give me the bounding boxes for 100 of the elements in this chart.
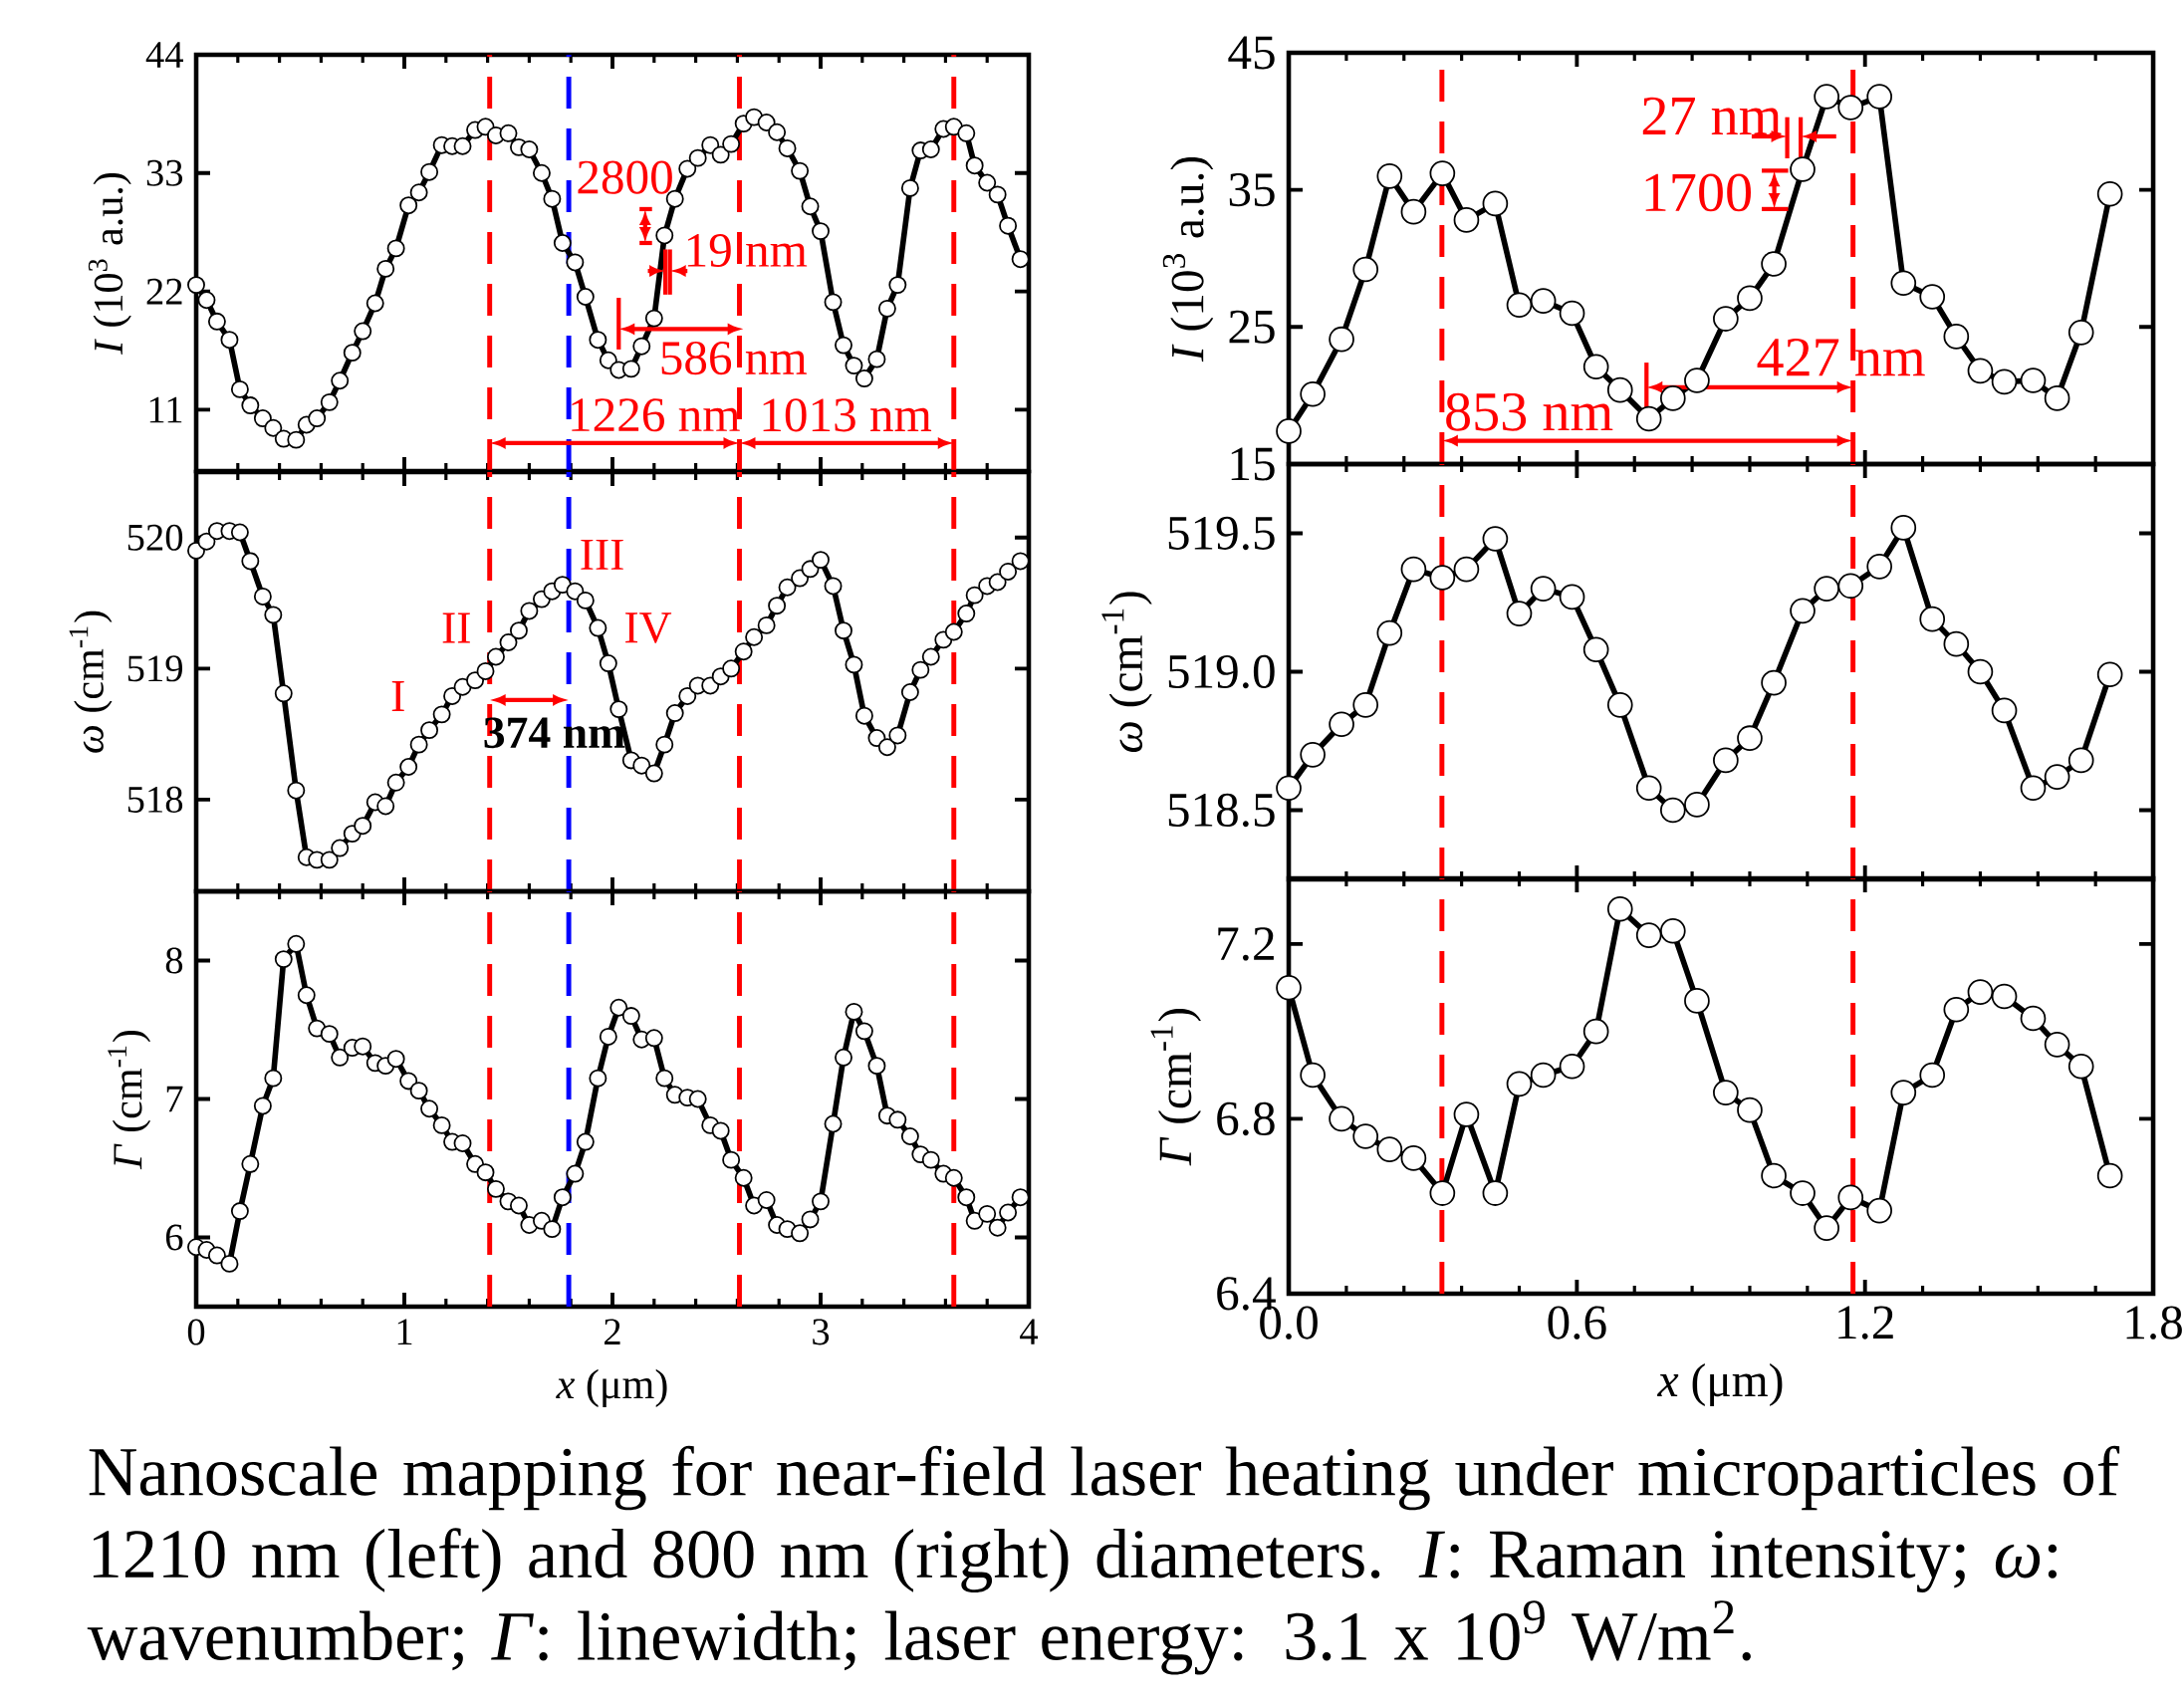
point (1713, 747, 1739, 774)
y-tick-label: 519.0 (1168, 654, 1275, 689)
point (1659, 797, 1686, 824)
point (1606, 376, 1633, 403)
y-tick-label: 520 (127, 524, 183, 551)
point (1991, 697, 2018, 724)
annotation: 1700 (1645, 173, 1752, 212)
point (1453, 1101, 1480, 1127)
point (1790, 598, 1816, 624)
y-tick-label: 25 (1229, 310, 1275, 344)
point (1400, 198, 1427, 225)
point (1943, 630, 1970, 657)
point (1761, 669, 1787, 696)
annotation: III (581, 539, 623, 570)
point (1352, 1123, 1379, 1149)
point (1606, 895, 1633, 922)
point (1352, 692, 1379, 718)
point (1737, 725, 1763, 752)
point (2044, 1031, 2070, 1058)
annotation: 27 nm (1642, 97, 1782, 134)
point (1482, 526, 1509, 552)
point (2096, 661, 2123, 688)
point (1919, 284, 1946, 310)
point (1684, 792, 1710, 818)
x-tick-label: 0 (187, 1319, 205, 1345)
point (1300, 742, 1326, 768)
point (1684, 367, 1710, 393)
point (1276, 418, 1302, 444)
point (1635, 405, 1662, 432)
point (1761, 1162, 1787, 1189)
point (1737, 1097, 1763, 1123)
point (1453, 556, 1480, 583)
y-tick-label: 7 (166, 1086, 183, 1112)
point (1713, 306, 1739, 332)
y-tick-label: 519 (127, 655, 183, 682)
point (2067, 319, 2094, 346)
point (1429, 565, 1456, 591)
point (1866, 84, 1892, 110)
point (1761, 251, 1787, 277)
point (1991, 368, 2018, 395)
point (2020, 1005, 2047, 1032)
x-axis-title: x (μm) (1657, 1362, 1783, 1407)
annotation: 586 nm (661, 341, 807, 375)
point (1429, 1180, 1456, 1206)
annotation: 1226 nm (572, 398, 740, 432)
point (1890, 515, 1917, 541)
point (1967, 358, 1994, 384)
point (2067, 1053, 2094, 1080)
point (1919, 606, 1946, 632)
point (2020, 775, 2047, 802)
y-axis-title: Γ (cm$^{-1}$) (108, 1031, 151, 1170)
point (1606, 692, 1633, 718)
point (1300, 380, 1326, 407)
x-tick-label: 1.2 (1838, 1306, 1893, 1340)
point (1559, 584, 1585, 610)
y-tick-label: 11 (149, 396, 182, 423)
y-tick-label: 6 (165, 1224, 183, 1251)
x-tick-label: 3 (813, 1319, 830, 1345)
x-tick-label: 4 (1020, 1319, 1039, 1344)
y-tick-label: 22 (146, 278, 182, 305)
point (1429, 160, 1456, 186)
point (1482, 1180, 1509, 1206)
point (2067, 747, 2094, 774)
point (1837, 1184, 1864, 1211)
point (1482, 190, 1509, 217)
point (1790, 1180, 1816, 1206)
point (1559, 1053, 1585, 1080)
point (1300, 1062, 1326, 1089)
point (1352, 256, 1379, 283)
point (1453, 207, 1480, 233)
point (1684, 988, 1710, 1014)
y-axis-title: I (10$^{3}$ a.u.) (88, 172, 131, 356)
point (1814, 1215, 1839, 1241)
point (1866, 1197, 1892, 1224)
point (2020, 367, 2047, 393)
y-tick-label: 15 (1231, 447, 1275, 481)
x-tick-label: 1.8 (2126, 1306, 2182, 1340)
point (1530, 1062, 1557, 1089)
point (1659, 385, 1686, 411)
point (1329, 711, 1354, 738)
point (1890, 1080, 1917, 1105)
y-tick-label: 518.5 (1168, 793, 1275, 828)
point (1814, 84, 1839, 110)
x-tick-label: 0.6 (1548, 1306, 1606, 1340)
point (1329, 1105, 1354, 1132)
y-tick-label: 6.8 (1217, 1101, 1275, 1136)
annotation: 853 nm (1446, 392, 1613, 431)
y-tick-label: 518 (127, 786, 183, 813)
y-axis-title: I (10$^{3}$ a.u.) (1162, 156, 1214, 363)
point (1866, 554, 1892, 580)
point (1713, 1080, 1739, 1105)
point (1890, 270, 1917, 297)
point (1329, 326, 1354, 353)
point (1400, 1145, 1427, 1171)
point (1837, 573, 1864, 600)
point (2044, 385, 2070, 411)
point (1530, 576, 1557, 602)
y-tick-label: 45 (1228, 36, 1275, 70)
point (1506, 601, 1533, 626)
point (1506, 292, 1533, 319)
